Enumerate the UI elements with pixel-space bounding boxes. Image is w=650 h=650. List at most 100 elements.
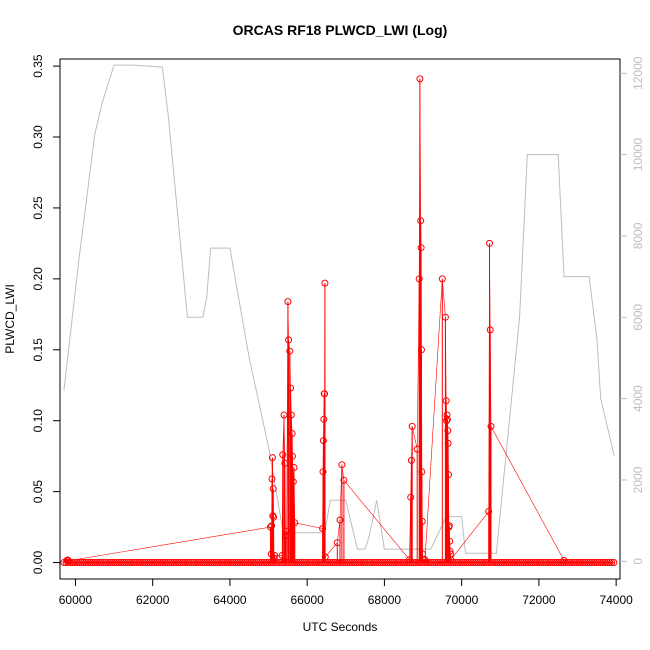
baseline-point (238, 559, 246, 567)
baseline-point (150, 559, 158, 567)
x-tick-label: 62000 (136, 593, 170, 607)
x-tick-label: 60000 (59, 593, 93, 607)
baseline-point (234, 559, 242, 567)
data-point (271, 552, 279, 559)
baseline-points (60, 559, 618, 567)
baseline-point (111, 559, 118, 567)
baseline-point (122, 559, 129, 567)
x-tick-label: 72000 (522, 593, 556, 607)
baseline-point (300, 559, 308, 567)
data-point (338, 461, 346, 469)
data-point (321, 390, 329, 398)
baseline-point (335, 559, 343, 567)
plot-area (60, 64, 618, 567)
baseline-point (216, 559, 224, 567)
baseline-point (108, 559, 116, 567)
data-point (268, 522, 276, 530)
baseline-point (315, 559, 323, 567)
baseline-point (586, 559, 594, 567)
baseline-point (106, 559, 114, 567)
x-tick-label: 74000 (599, 593, 633, 607)
baseline-point (265, 559, 272, 567)
data-point (283, 527, 291, 535)
y-tick-label: 0.30 (31, 125, 45, 149)
data-point (441, 313, 449, 321)
baseline-point (346, 559, 354, 567)
baseline-point (196, 559, 204, 567)
baseline-point (326, 559, 334, 567)
baseline-point (133, 559, 140, 567)
y-axis-label: PLWCD_LWI (3, 284, 17, 354)
baseline-point (139, 559, 147, 567)
data-point (279, 451, 287, 459)
baseline-point (570, 559, 578, 567)
baseline-point (333, 559, 341, 567)
baseline-point (247, 559, 255, 567)
baseline-point (236, 559, 244, 567)
baseline-point (608, 559, 616, 567)
baseline-point (188, 559, 195, 567)
baseline-point (82, 559, 90, 567)
baseline-point (159, 559, 167, 567)
data-point (438, 275, 446, 283)
baseline-point (515, 559, 523, 567)
data-point (268, 475, 276, 483)
baseline-point (392, 559, 400, 567)
data-point (447, 556, 455, 564)
baseline-point (172, 559, 180, 567)
baseline-point (223, 559, 231, 567)
baseline-point (207, 559, 215, 567)
baseline-point (597, 559, 605, 567)
baseline-point (599, 559, 607, 567)
baseline-point (317, 559, 325, 567)
data-point (486, 326, 494, 334)
data-point (408, 422, 416, 430)
baseline-point (359, 559, 367, 567)
baseline-point (221, 559, 228, 567)
baseline-point (185, 559, 193, 567)
baseline-point (262, 559, 270, 567)
data-point (560, 556, 568, 564)
baseline-point (522, 559, 530, 567)
data-point (485, 508, 493, 515)
data-point (284, 298, 292, 306)
baseline-point (535, 559, 543, 567)
baseline-point (482, 559, 490, 567)
baseline-point (518, 559, 525, 567)
baseline-point (126, 559, 134, 567)
baseline-point (210, 559, 217, 567)
baseline-point (130, 559, 138, 567)
baseline-point (397, 559, 404, 567)
baseline-point (465, 559, 473, 567)
baseline-point (460, 559, 468, 567)
baseline-point (504, 559, 512, 567)
baseline-point (102, 559, 110, 567)
data-point (443, 411, 451, 419)
y-tick-label: 0.25 (31, 196, 45, 220)
data-point (319, 468, 327, 476)
baseline-point (610, 559, 618, 567)
baseline-point (293, 559, 301, 567)
data-point (445, 522, 453, 530)
data-point (443, 415, 451, 423)
data-point (445, 471, 452, 479)
y2-tick-label: 8000 (631, 222, 645, 249)
data-point (269, 485, 277, 493)
y2-tick-label: 6000 (631, 304, 645, 331)
data-point (281, 459, 289, 467)
baseline-point (601, 559, 609, 567)
data-point (340, 476, 348, 484)
baseline-point (229, 559, 237, 567)
baseline-point (533, 559, 541, 567)
baseline-point (412, 559, 420, 567)
secondary-series-line (63, 64, 615, 554)
baseline-point (260, 559, 268, 567)
baseline-point (119, 559, 127, 567)
data-point (287, 384, 295, 392)
baseline-point (337, 559, 345, 567)
baseline-point (161, 559, 169, 567)
data-point (418, 517, 426, 525)
data-point (287, 411, 295, 419)
baseline-point (86, 559, 94, 567)
data-point (407, 456, 415, 464)
